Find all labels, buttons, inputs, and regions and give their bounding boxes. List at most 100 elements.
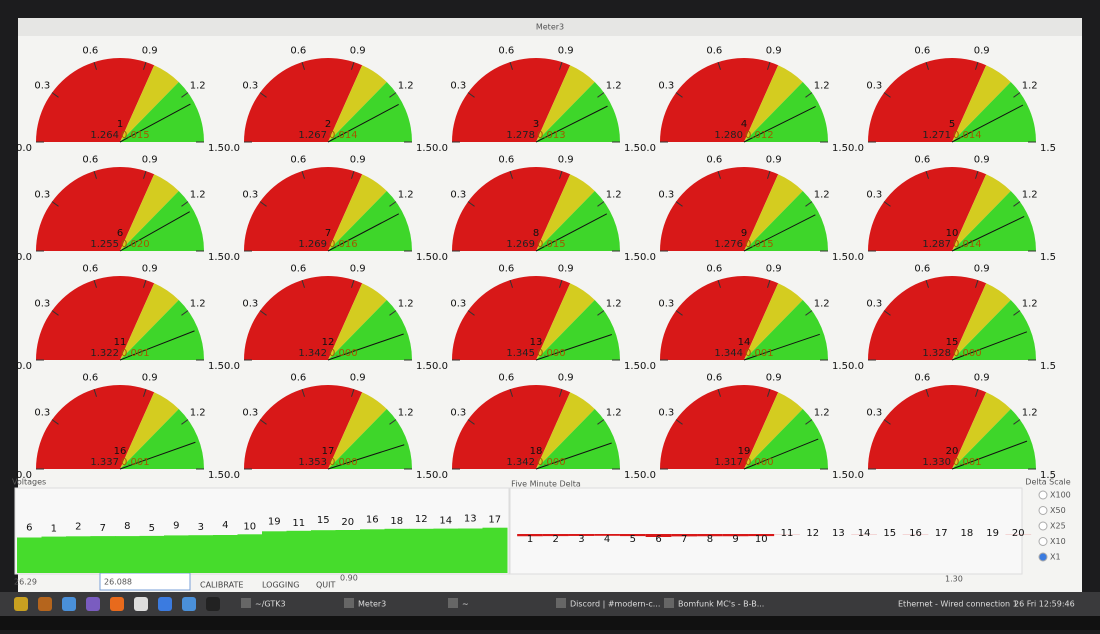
gauge-tick-label: 0.6 [498,46,514,57]
radio[interactable] [1039,522,1047,530]
gauge-tick-label: 1.5 [1040,470,1056,481]
gauge-tick-label: 0.9 [350,46,366,57]
gauge-tick-label: 0.3 [34,299,50,310]
radio[interactable] [1039,491,1047,499]
gauge-delta: 0.012 [745,130,774,141]
voltage-bar [287,531,312,573]
gauge-delta: 0.016 [329,239,358,250]
gauge-voltage: 1.267 [298,130,327,141]
gauge-voltage: 1.317 [714,457,743,468]
voltage-bar [483,528,508,573]
gauge-delta: 0.000 [329,348,358,359]
launcher-icon[interactable] [158,597,172,611]
task-item[interactable]: ~/GTK3 [255,600,286,609]
radio-label[interactable]: X25 [1050,522,1066,531]
task-item[interactable]: ~ [462,600,469,609]
gauge-id: 5 [949,119,955,130]
gauge-tick-label: 0.0 [432,361,448,372]
button[interactable]: QUIT [316,581,336,590]
gauge-tick-label: 1.5 [416,470,432,481]
gauge-id: 14 [738,337,751,348]
button[interactable]: LOGGING [262,581,299,590]
launcher-icon[interactable] [14,597,28,611]
delta-label: 10 [755,534,768,545]
delta-label: 14 [858,528,871,539]
radio[interactable] [1039,507,1047,515]
voltage-bar [164,535,189,573]
gauge-tick-label: 1.5 [208,143,224,154]
gauge-tick-label: 0.3 [658,81,674,92]
launcher-icon[interactable] [38,597,52,611]
launcher-icon[interactable] [110,597,124,611]
radio-label[interactable]: X50 [1050,506,1066,515]
task-icon[interactable] [664,598,674,608]
gauge-tick-label: 1.2 [398,408,414,419]
radio-label[interactable]: X100 [1050,491,1071,500]
gauge-id: 18 [530,446,543,457]
gauge-voltage: 1.353 [298,457,327,468]
radio-label[interactable]: X1 [1050,553,1061,562]
gauge-tick-label: 0.6 [706,264,722,275]
launcher-icon[interactable] [206,597,220,611]
delta-label: 20 [1012,528,1025,539]
task-icon[interactable] [448,598,458,608]
gauge-tick-label: 1.2 [190,299,206,310]
gauge-delta: 0.001 [121,457,150,468]
gauge-id: 10 [946,228,959,239]
input-value[interactable]: 26.088 [104,578,132,587]
gauge-tick-label: 0.6 [914,46,930,57]
gauge-tick-label: 1.5 [624,361,640,372]
gauge-tick-label: 0.6 [290,46,306,57]
gauge-tick-label: 0.9 [558,373,574,384]
gauge-tick-label: 1.2 [606,190,622,201]
task-item[interactable]: Discord | #modern-c... [570,600,660,609]
gauge-tick-label: 0.9 [766,373,782,384]
voltage-bar [42,537,67,573]
task-item[interactable]: Meter3 [358,600,386,609]
delta-label: 11 [781,528,794,539]
gauge-tick-label: 0.9 [142,264,158,275]
launcher-icon[interactable] [182,597,196,611]
task-item[interactable]: Bomfunk MC's - B-B... [678,600,764,609]
gauge-tick-label: 0.6 [706,155,722,166]
delta-label: 19 [986,528,999,539]
voltage-bar [115,536,140,573]
button[interactable]: CALIBRATE [200,581,243,590]
radio[interactable] [1039,538,1047,546]
launcher-icon[interactable] [62,597,76,611]
task-icon[interactable] [241,598,251,608]
radio-label[interactable]: X10 [1050,537,1066,546]
gauge-tick-label: 0.9 [350,264,366,275]
gauge-delta: 0.000 [329,457,358,468]
voltage-bar [140,536,165,573]
voltage-order-label: 1 [51,524,57,535]
gauge-tick-label: 1.2 [814,81,830,92]
voltage-bar [385,529,410,573]
gauge-tick-label: 1.5 [832,143,848,154]
gauge-id: 20 [946,446,959,457]
voltage-bar [17,538,42,574]
gauge-voltage: 1.278 [506,130,535,141]
task-icon[interactable] [556,598,566,608]
gauge-tick-label: 0.3 [658,190,674,201]
gauge-tick-label: 0.3 [866,299,882,310]
gauge-tick-label: 0.3 [450,299,466,310]
gauge-tick-label: 1.5 [624,470,640,481]
gauge-id: 9 [741,228,747,239]
voltage-order-label: 10 [243,521,256,532]
gauge-voltage: 1.276 [714,239,743,250]
gauge-tick-label: 0.6 [498,155,514,166]
voltage-order-label: 15 [317,515,330,526]
launcher-icon[interactable] [86,597,100,611]
voltage-bar [238,534,263,573]
gauge-tick-label: 0.0 [432,143,448,154]
gauge-delta: 0.000 [537,348,566,359]
gauge-tick-label: 1.5 [624,252,640,263]
task-icon[interactable] [344,598,354,608]
voltage-bar [336,530,361,573]
launcher-icon[interactable] [134,597,148,611]
gauge-tick-label: 0.0 [640,252,656,263]
radio[interactable] [1039,553,1047,561]
delta-label: 8 [707,534,713,545]
